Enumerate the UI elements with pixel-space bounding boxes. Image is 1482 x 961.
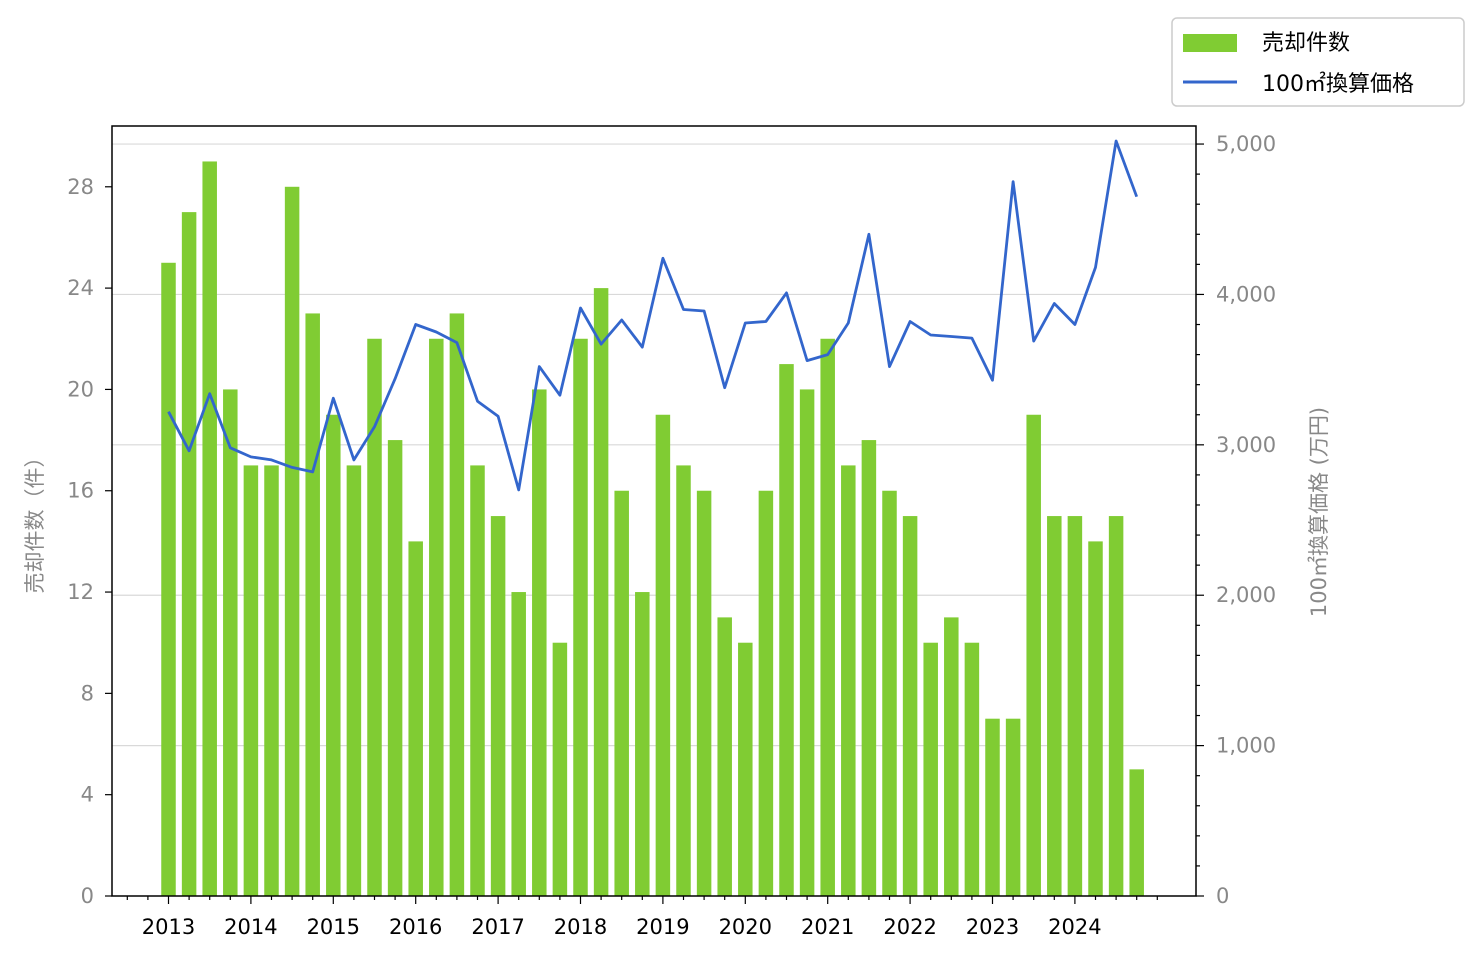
- plot-frame: [111, 125, 1197, 897]
- bar: [408, 541, 423, 896]
- legend-swatch-bar: [1183, 34, 1237, 52]
- bar: [181, 212, 197, 897]
- y-right-tick-label: 1,000: [1216, 734, 1276, 758]
- bar: [882, 490, 897, 896]
- legend-label-bar: 売却件数: [1262, 31, 1350, 56]
- bar: [655, 414, 671, 896]
- bar: [1129, 769, 1144, 896]
- line-series: [167, 139, 1139, 492]
- y-right-tick-label: 0: [1216, 884, 1229, 908]
- bar: [635, 592, 650, 896]
- y-left-tick-label: 4: [81, 783, 94, 807]
- x-tick-label: 2016: [389, 915, 442, 939]
- y-left-tick-label: 20: [67, 377, 94, 401]
- bar: [614, 490, 629, 896]
- bar-series: [161, 161, 1144, 897]
- bar: [593, 288, 609, 897]
- x-axis: 2013 2014 2015 2016 2017 2018 2019 2020 2021 2022…: [126, 896, 1158, 939]
- y-axis-left-title: 売却件数（件）: [23, 447, 47, 594]
- y-left-tick-label: 28: [67, 175, 94, 199]
- legend-label-line: 100㎡換算価格: [1262, 71, 1414, 97]
- bar: [1088, 541, 1103, 896]
- bar: [470, 465, 485, 896]
- bar: [985, 718, 1000, 896]
- bar: [1005, 718, 1021, 896]
- bar: [758, 490, 774, 896]
- bar: [243, 465, 259, 896]
- bar: [429, 338, 444, 896]
- y-right-tick-label: 5,000: [1216, 132, 1276, 156]
- bar: [923, 642, 938, 896]
- legend: 売却件数 100㎡換算価格: [1171, 17, 1465, 107]
- x-tick-label: 2014: [224, 915, 277, 939]
- bar: [717, 617, 732, 896]
- y-left-tick-label: 0: [81, 884, 94, 908]
- bar: [779, 364, 794, 896]
- bar: [799, 389, 815, 896]
- x-tick-label: 2024: [1048, 915, 1101, 939]
- bar: [346, 465, 362, 896]
- y-left-tick-label: 16: [67, 479, 94, 503]
- y-left-tick-label: 8: [81, 681, 94, 705]
- x-tick-label: 2018: [554, 915, 607, 939]
- y-right-tick-label: 2,000: [1216, 583, 1276, 607]
- y-right-tick-label: 4,000: [1216, 282, 1276, 306]
- y-right-tick-label: 3,000: [1216, 433, 1276, 457]
- bar: [1047, 516, 1062, 896]
- y-axis-right-title: 100㎡換算価格 (万円): [1307, 407, 1331, 617]
- bar: [841, 465, 856, 896]
- bar: [532, 389, 547, 896]
- x-tick-label: 2015: [307, 915, 360, 939]
- bar: [820, 338, 835, 896]
- bar: [1067, 516, 1083, 896]
- x-tick-label: 2021: [801, 915, 854, 939]
- bar: [326, 414, 341, 896]
- x-tick-label: 2017: [471, 915, 524, 939]
- x-tick-label: 2023: [966, 915, 1019, 939]
- bar: [284, 186, 300, 896]
- bar: [944, 617, 959, 896]
- bar: [449, 313, 465, 896]
- bar: [223, 389, 238, 896]
- bar: [902, 516, 918, 896]
- bar: [161, 262, 176, 896]
- y-axis-left: 0 4 8 12 16 20 24 28: [67, 175, 112, 908]
- x-tick-label: 2020: [719, 915, 772, 939]
- legend-frame: [1171, 17, 1465, 107]
- bar: [264, 465, 279, 896]
- bar: [552, 642, 568, 896]
- y-axis-right: 0 1,000 2,000 3,000 4,000 5,000: [1196, 132, 1276, 908]
- bar: [964, 642, 980, 896]
- bar: [696, 490, 712, 896]
- x-tick-label: 2013: [142, 915, 195, 939]
- bar: [1026, 414, 1041, 896]
- bar: [367, 338, 382, 896]
- y-left-tick-label: 24: [67, 276, 94, 300]
- bar: [202, 161, 217, 897]
- bar: [511, 592, 526, 896]
- x-tick-label: 2022: [883, 915, 936, 939]
- bar: [738, 642, 753, 896]
- y-left-tick-label: 12: [67, 580, 94, 604]
- bar: [676, 465, 691, 896]
- bar: [1108, 516, 1124, 896]
- bar: [573, 338, 588, 896]
- price-line: [167, 139, 1139, 492]
- bar: [305, 313, 320, 896]
- bar: [861, 440, 877, 896]
- bar: [490, 516, 506, 896]
- x-tick-label: 2019: [636, 915, 689, 939]
- bar: [387, 440, 403, 896]
